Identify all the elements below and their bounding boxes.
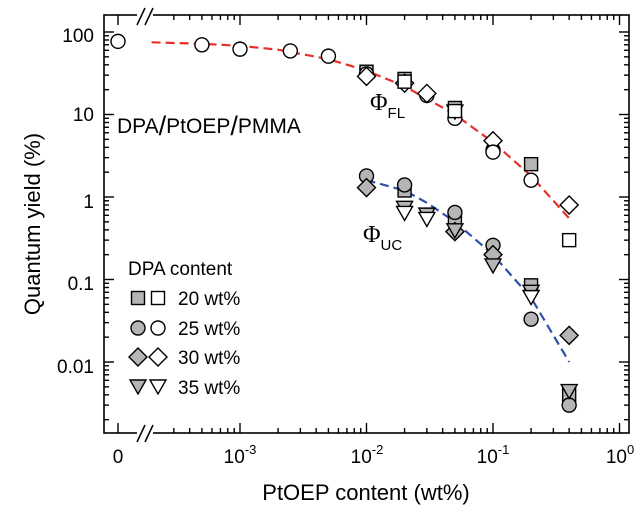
data-point-uc-triangle-down: [521, 289, 541, 307]
legend-markers: [128, 290, 168, 396]
y-tick-label-10: 10: [73, 105, 94, 126]
data-point-fl-square: [523, 156, 539, 172]
legend: DPA content 20 wt% 25 wt% 30 wt% 35 wt%: [128, 259, 240, 399]
x-tick-label-zero: 0: [113, 447, 124, 468]
data-point-uc-triangle-down: [483, 258, 503, 275]
data-point-fl-circle: [485, 144, 501, 160]
x-axis-title: PtOEP content (wt%): [262, 480, 469, 505]
legend-marker-filled-circle: [130, 320, 146, 336]
legend-marker-open-circle: [150, 320, 166, 336]
y-tick-label-100: 100: [62, 26, 94, 47]
legend-title: DPA content: [128, 259, 233, 280]
legend-marker-open-diamond: [148, 347, 168, 367]
data-point-fl-circle: [320, 48, 337, 64]
data-point-fl-square: [397, 74, 412, 89]
data-point-fl-circle: [282, 43, 299, 59]
system-annotation: DPA/PtOEP/PMMA: [117, 111, 301, 141]
fit-lines: [151, 41, 571, 363]
y-axis-title: Quantum yield (%): [20, 133, 45, 315]
x-axis-break-bottom: [136, 424, 154, 443]
legend-label-20wt: 20 wt%: [178, 289, 240, 310]
axis-ticks: [104, 15, 629, 433]
data-point-uc-triangle-down: [395, 205, 414, 222]
data-point-uc-circle: [523, 311, 539, 327]
legend-label-30wt: 30 wt%: [178, 348, 240, 369]
data-point-fl-square: [447, 103, 463, 119]
data-point-fl-circle: [110, 33, 126, 50]
x-tick-label-1e0: 100: [606, 442, 634, 468]
data-point-fl-diamond: [416, 83, 437, 104]
y-tick-label-0-01: 0.01: [57, 357, 94, 378]
data-point-uc-triangle-down: [559, 383, 579, 401]
data-point-uc-circle: [561, 397, 577, 413]
data-point-uc-diamond: [559, 325, 580, 346]
legend-marker-open-square: [150, 290, 166, 306]
x-tick-label-1e-2: 10-2: [351, 442, 384, 468]
y-tick-label-0-1: 0.1: [68, 274, 94, 295]
phi-uc-annotation: ΦUC: [363, 222, 402, 254]
data-point-uc-triangle-down: [417, 211, 437, 228]
legend-marker-open-triangle-down: [148, 379, 168, 396]
data-point-fl-square: [561, 232, 577, 248]
data-point-uc-circle: [396, 177, 413, 193]
legend-label-25wt: 25 wt%: [178, 319, 240, 340]
x-axis-break-top: [136, 7, 154, 26]
x-tick-label-1e-1: 10-1: [477, 442, 510, 468]
data-point-uc-triangle-down: [445, 223, 465, 240]
data-point-fl-circle: [523, 172, 539, 188]
x-tick-label-1e-3: 10-3: [224, 442, 257, 468]
data-point-fl-circle: [232, 41, 248, 57]
data-point-uc-diamond: [356, 177, 377, 198]
legend-marker-filled-square: [130, 290, 146, 306]
legend-marker-filled-triangle-down: [128, 379, 148, 396]
phi-fl-annotation: ΦFL: [370, 90, 405, 122]
data-point-uc-circle: [447, 204, 463, 221]
data-point-fl-diamond: [559, 195, 580, 215]
legend-marker-filled-diamond: [128, 347, 148, 367]
data-markers: [110, 33, 580, 413]
data-point-fl-circle: [194, 37, 210, 53]
y-tick-label-1: 1: [83, 192, 94, 213]
legend-label-35wt: 35 wt%: [178, 378, 240, 399]
data-point-fl-diamond: [356, 66, 377, 87]
